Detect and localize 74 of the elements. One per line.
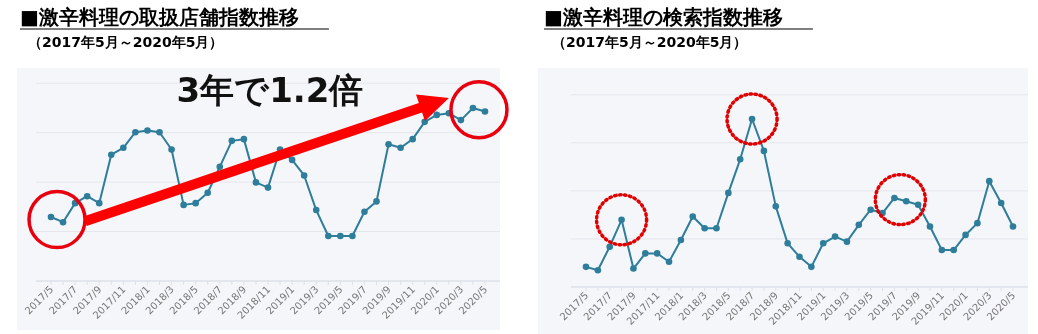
point bbox=[216, 163, 224, 171]
point bbox=[582, 263, 590, 271]
point bbox=[618, 216, 625, 224]
annotation: 3年で1.2倍 bbox=[176, 70, 364, 110]
point bbox=[469, 104, 477, 112]
point bbox=[914, 201, 922, 208]
point bbox=[433, 111, 441, 119]
point bbox=[985, 177, 993, 185]
point bbox=[385, 141, 392, 148]
point bbox=[891, 194, 898, 202]
point bbox=[843, 238, 851, 245]
point bbox=[725, 189, 732, 197]
point bbox=[228, 137, 236, 145]
point bbox=[653, 250, 661, 257]
point bbox=[974, 219, 981, 227]
point bbox=[926, 223, 934, 230]
point bbox=[156, 128, 163, 136]
point bbox=[819, 240, 827, 247]
point bbox=[324, 232, 332, 240]
point bbox=[132, 128, 139, 136]
point bbox=[677, 236, 685, 244]
point bbox=[120, 144, 127, 152]
point bbox=[713, 224, 720, 232]
point bbox=[264, 184, 272, 191]
point bbox=[736, 156, 744, 163]
point bbox=[808, 263, 815, 271]
point bbox=[950, 246, 957, 254]
point bbox=[288, 156, 296, 164]
chart-title: ■激辛料理の取扱店舗指数推移 bbox=[20, 5, 299, 29]
point bbox=[204, 189, 212, 197]
point bbox=[796, 253, 803, 261]
point bbox=[665, 258, 673, 266]
point bbox=[180, 201, 187, 209]
point bbox=[689, 213, 697, 220]
point bbox=[606, 243, 614, 250]
point bbox=[594, 266, 602, 274]
point bbox=[962, 231, 969, 239]
point bbox=[240, 135, 248, 143]
point bbox=[144, 127, 151, 134]
point bbox=[784, 240, 791, 247]
point bbox=[95, 199, 103, 207]
point bbox=[83, 192, 91, 200]
point bbox=[855, 221, 863, 229]
point bbox=[397, 144, 404, 152]
point bbox=[337, 232, 344, 240]
point bbox=[760, 147, 768, 155]
point bbox=[312, 206, 320, 214]
point bbox=[902, 198, 910, 205]
point bbox=[748, 115, 756, 123]
point bbox=[409, 135, 416, 143]
point bbox=[457, 116, 465, 124]
point bbox=[300, 172, 308, 179]
chart-title: ■激辛料理の検索指数推移 bbox=[544, 5, 783, 29]
point bbox=[47, 213, 55, 221]
point bbox=[361, 208, 368, 216]
point bbox=[59, 218, 67, 226]
chart-subtitle: （2017年5月～2020年5月） bbox=[28, 34, 224, 50]
point bbox=[481, 108, 489, 115]
point bbox=[938, 246, 946, 254]
chart-subtitle: （2017年5月～2020年5月） bbox=[552, 34, 748, 50]
point bbox=[997, 199, 1005, 207]
point bbox=[168, 146, 175, 153]
point bbox=[772, 203, 780, 210]
point bbox=[252, 179, 260, 186]
point bbox=[831, 233, 839, 240]
point bbox=[630, 265, 637, 272]
point bbox=[642, 250, 649, 257]
point bbox=[373, 198, 380, 205]
point bbox=[107, 151, 115, 159]
point bbox=[701, 224, 708, 232]
point bbox=[1009, 223, 1017, 230]
point bbox=[349, 232, 356, 240]
point bbox=[192, 199, 199, 207]
point bbox=[867, 206, 874, 214]
